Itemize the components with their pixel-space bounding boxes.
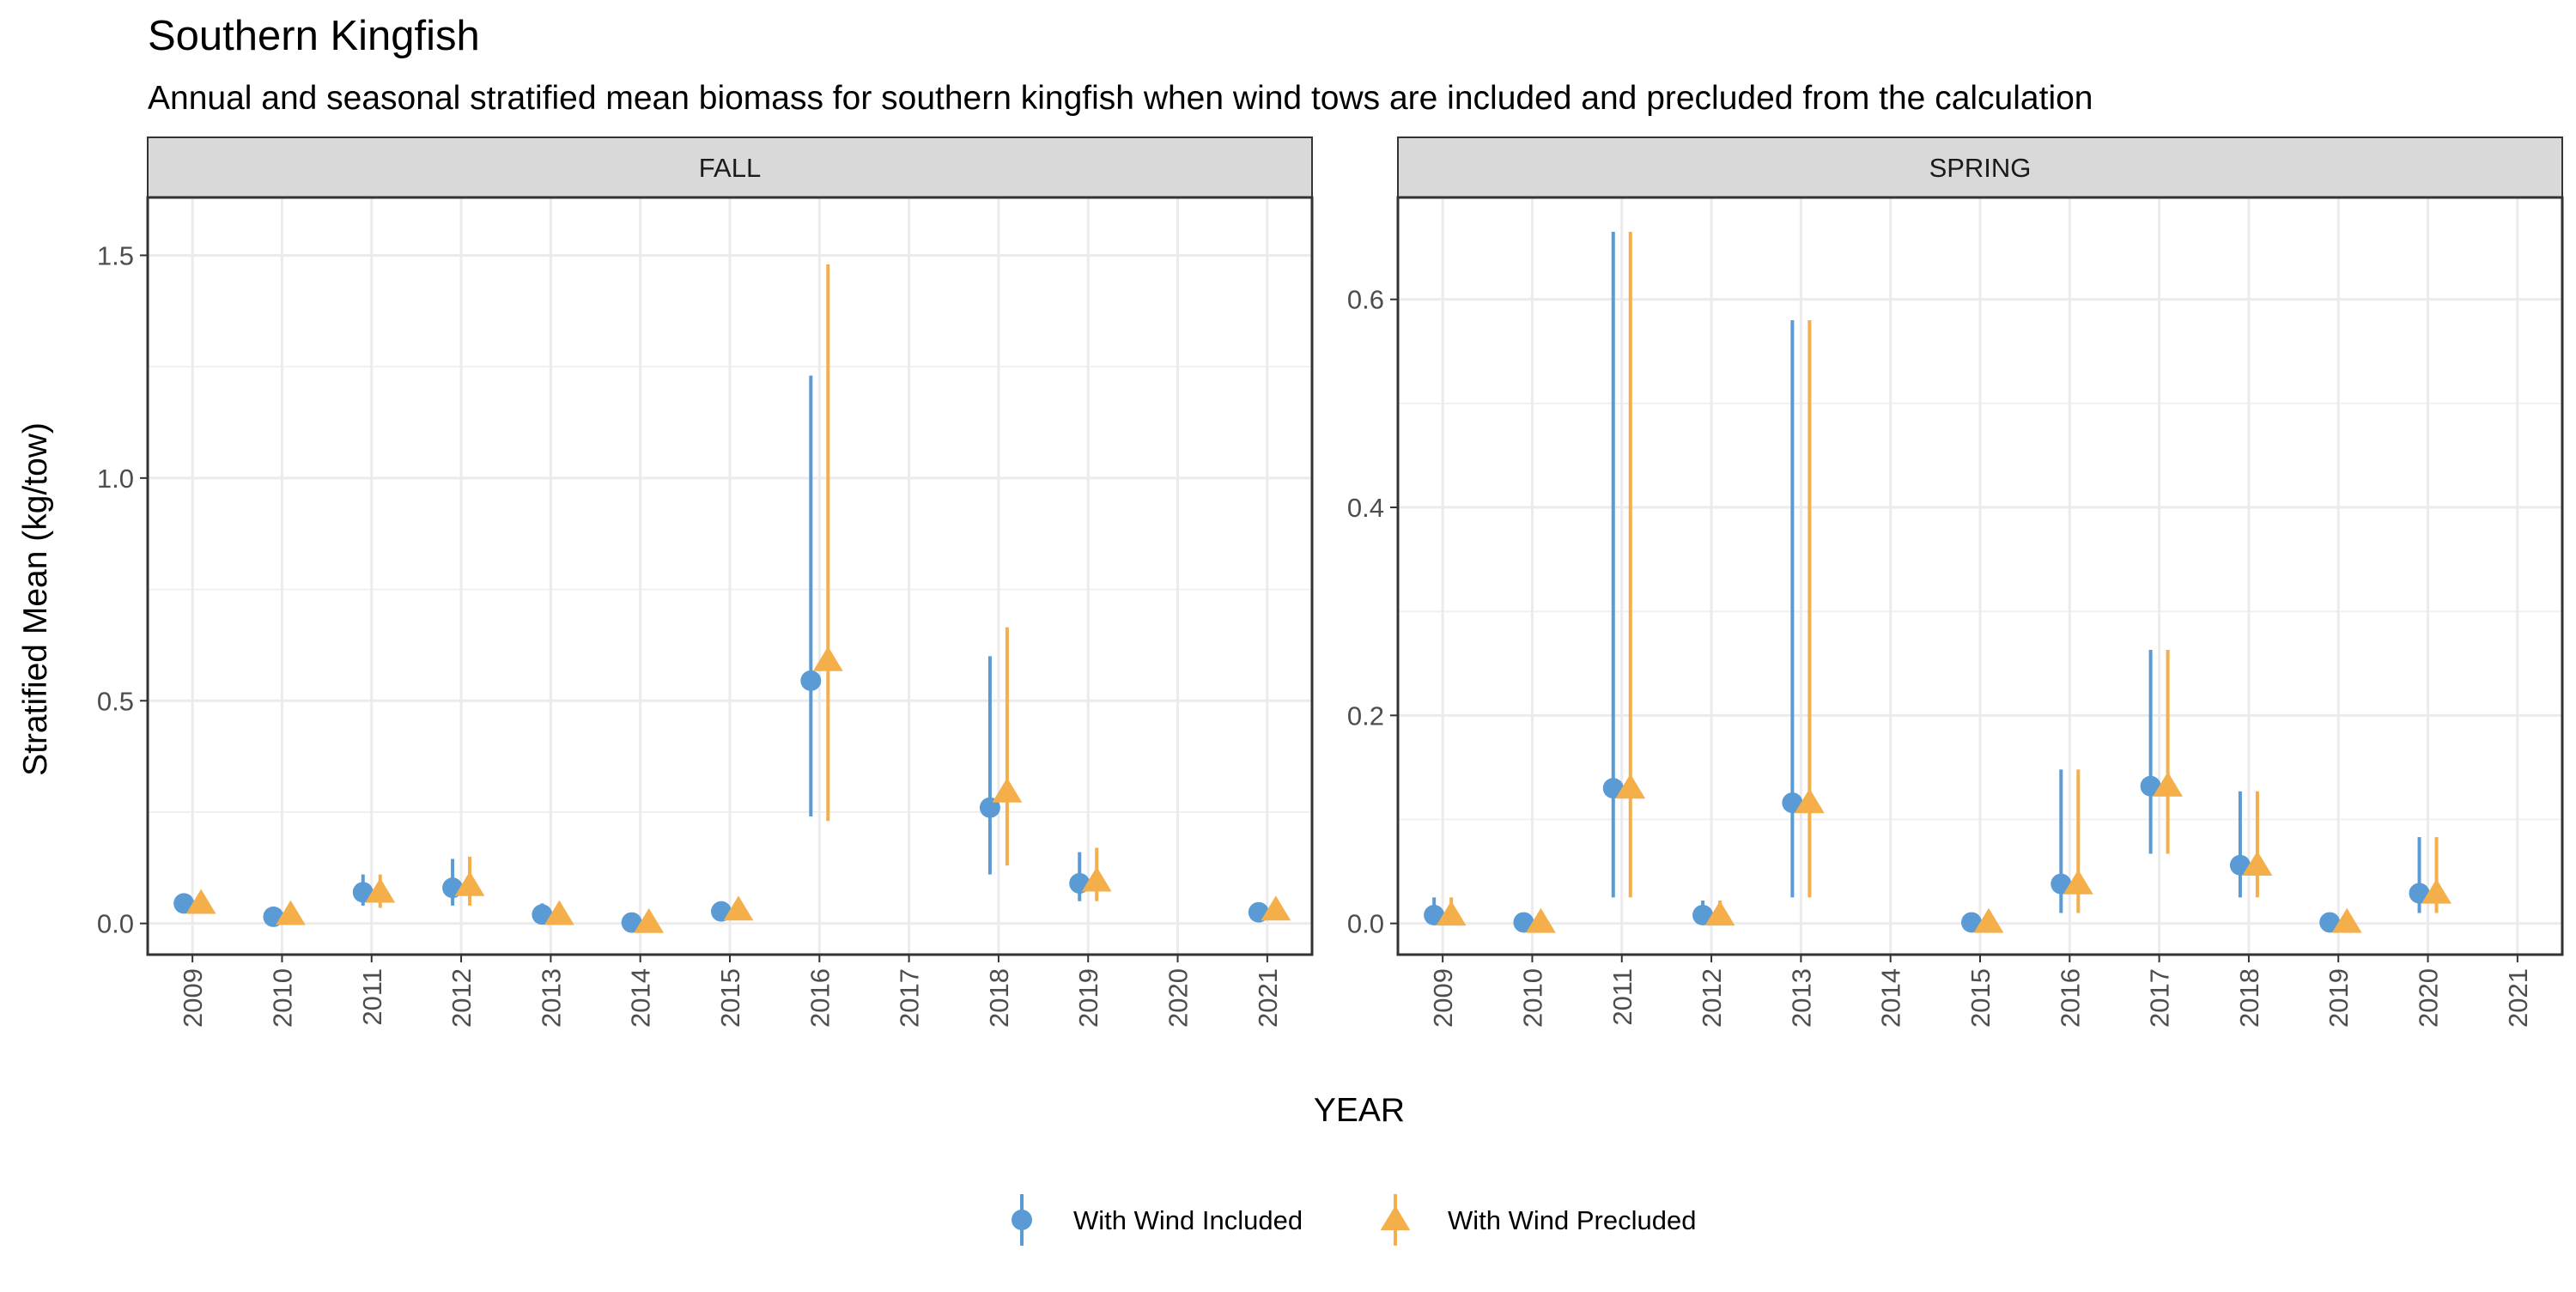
series-wind-precluded — [185, 264, 1291, 933]
data-point — [1436, 901, 1467, 926]
data-point — [2229, 854, 2251, 876]
data-point — [1526, 907, 1556, 933]
panel-spring: SPRING 0.0 0.2 0.4 0.6 2009 2010 2011 2012 2013 20… — [1347, 136, 2564, 1028]
y-tick-label: 0.5 — [97, 686, 134, 716]
data-point — [1602, 778, 1624, 799]
y-tick-label: 0.0 — [97, 909, 134, 939]
legend-label: With Wind Included — [1073, 1205, 1303, 1235]
x-tick-label: 2011 — [1607, 968, 1637, 1026]
y-tick-label: 0.4 — [1347, 493, 1384, 523]
x-tick-label: 2013 — [536, 968, 566, 1028]
data-point — [621, 912, 642, 933]
x-tick-label: 2020 — [1163, 968, 1194, 1028]
data-point — [992, 777, 1023, 803]
y-axis-label: Stratified Mean (kg/tow) — [17, 422, 54, 776]
x-tick-label: 2020 — [2414, 968, 2444, 1028]
data-point — [454, 870, 485, 896]
y-tick-label: 0.6 — [1347, 285, 1384, 315]
data-point — [544, 900, 574, 925]
y-tick-label: 1.0 — [97, 464, 134, 494]
x-tick-label: 2012 — [447, 968, 477, 1028]
x-tick-label: 2014 — [1876, 968, 1906, 1028]
data-point — [2409, 883, 2430, 904]
data-point — [185, 889, 216, 914]
data-point — [1615, 773, 1646, 799]
data-point — [2331, 907, 2362, 933]
facet-strip-label: SPRING — [1929, 153, 2032, 183]
data-point — [2319, 912, 2341, 933]
data-point — [979, 797, 1000, 818]
facet-strip — [147, 136, 1313, 198]
x-tick-label: 2010 — [1517, 968, 1547, 1028]
data-point — [812, 646, 843, 671]
x-axis-label: YEAR — [1314, 1092, 1405, 1129]
x-tick-label: 2021 — [1253, 968, 1283, 1028]
chart-title: Southern Kingfish — [148, 13, 480, 59]
data-point — [2153, 771, 2184, 797]
data-point — [634, 907, 665, 933]
series-wind-included — [1424, 231, 2430, 933]
data-point — [2140, 775, 2161, 797]
x-tick-label: 2014 — [626, 968, 656, 1028]
data-point — [2242, 851, 2273, 876]
data-point — [1782, 792, 1803, 814]
data-point — [1081, 866, 1112, 892]
x-tick-label: 2011 — [357, 968, 387, 1026]
data-point — [1424, 904, 1445, 925]
panels: FALL 0.0 0.5 1.0 1.5 2009 2010 2011 2012 2013 2014… — [97, 136, 2564, 1028]
data-point — [532, 904, 553, 925]
legend-key-marker — [1012, 1210, 1032, 1230]
facet-strip — [1397, 136, 2563, 198]
data-point — [2063, 869, 2093, 895]
x-tick-label: 2013 — [1786, 968, 1816, 1028]
series-wind-precluded — [1436, 231, 2451, 933]
data-point — [1961, 912, 1982, 933]
data-point — [723, 895, 754, 921]
data-point — [2050, 873, 2072, 895]
legend: With Wind Included With Wind Precluded — [1012, 1194, 1696, 1246]
panel-border — [146, 196, 1314, 956]
y-tick-label: 0.0 — [1347, 909, 1384, 939]
data-point — [1513, 912, 1534, 933]
x-tick-label: 2012 — [1697, 968, 1727, 1028]
x-tick-label: 2015 — [1965, 968, 1996, 1028]
data-point — [173, 893, 195, 914]
data-point — [1794, 788, 1825, 814]
legend-item-wind-precluded: With Wind Precluded — [1380, 1194, 1696, 1246]
x-tick-label: 2009 — [1428, 968, 1458, 1028]
panel-border — [1396, 196, 2564, 956]
x-tick-label: 2017 — [2145, 968, 2175, 1028]
x-tick-label: 2018 — [2234, 968, 2264, 1028]
legend-key-marker — [1380, 1205, 1411, 1231]
series-wind-included — [173, 375, 1269, 933]
data-point — [1261, 895, 1291, 921]
data-point — [352, 882, 374, 903]
x-tick-label: 2016 — [2055, 968, 2085, 1028]
data-point — [1692, 904, 1714, 925]
legend-item-wind-included: With Wind Included — [1012, 1194, 1303, 1246]
data-point — [800, 670, 822, 691]
x-tick-label: 2015 — [715, 968, 745, 1028]
y-tick-label: 1.5 — [97, 240, 134, 270]
data-point — [365, 877, 396, 903]
x-tick-label: 2017 — [895, 968, 925, 1028]
legend-label: With Wind Precluded — [1448, 1205, 1696, 1235]
chart-subtitle: Annual and seasonal stratified mean biom… — [148, 80, 2093, 117]
data-point — [1973, 907, 2004, 933]
facet-strip-label: FALL — [699, 153, 761, 183]
x-tick-label: 2016 — [805, 968, 835, 1028]
x-tick-label: 2009 — [178, 968, 208, 1028]
data-point — [2421, 878, 2451, 904]
panel-fall: FALL 0.0 0.5 1.0 1.5 2009 2010 2011 2012 2013 2014… — [97, 136, 1314, 1028]
data-point — [1704, 901, 1735, 926]
x-tick-label: 2018 — [984, 968, 1014, 1028]
x-tick-label: 2019 — [1073, 968, 1103, 1028]
x-tick-label: 2010 — [267, 968, 297, 1028]
x-tick-label: 2021 — [2503, 968, 2533, 1028]
x-tick-label: 2019 — [2324, 968, 2354, 1028]
data-point — [276, 900, 306, 925]
y-tick-label: 0.2 — [1347, 701, 1384, 731]
